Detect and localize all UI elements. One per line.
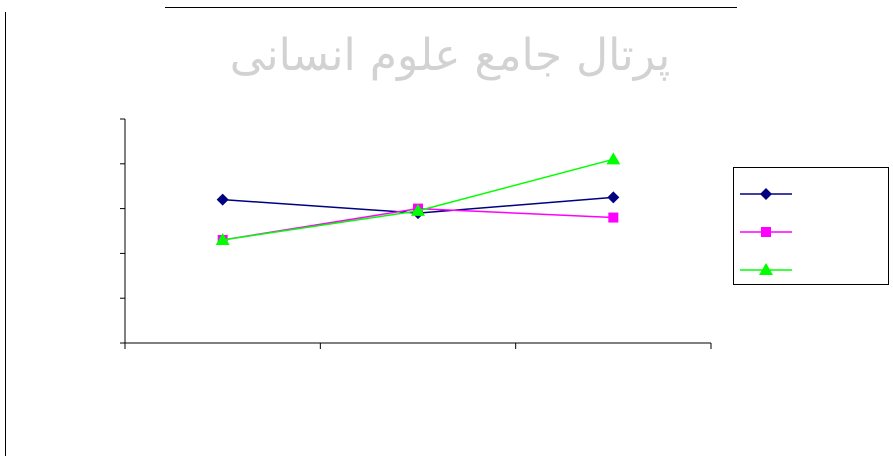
- legend-item-2: [734, 219, 888, 245]
- legend-swatch-2: [740, 227, 792, 237]
- series-2-point: [608, 212, 619, 223]
- watermark-logo: پرتال جامع علوم انسانی: [230, 30, 671, 81]
- series-3-point: [606, 152, 621, 165]
- chart-legend: [733, 167, 889, 285]
- series-3-line: [222, 158, 614, 241]
- legend-item-1: [734, 181, 888, 207]
- series-3-point: [215, 232, 230, 245]
- watermark-text: پرتال جامع علوم انسانی: [230, 30, 671, 81]
- legend-item-3: [734, 257, 888, 283]
- series-3-point: [411, 203, 425, 216]
- legend-swatch-1: [740, 188, 792, 200]
- legend-swatch-3: [740, 263, 792, 275]
- series-1-point: [607, 191, 620, 204]
- series-1-point: [216, 193, 229, 206]
